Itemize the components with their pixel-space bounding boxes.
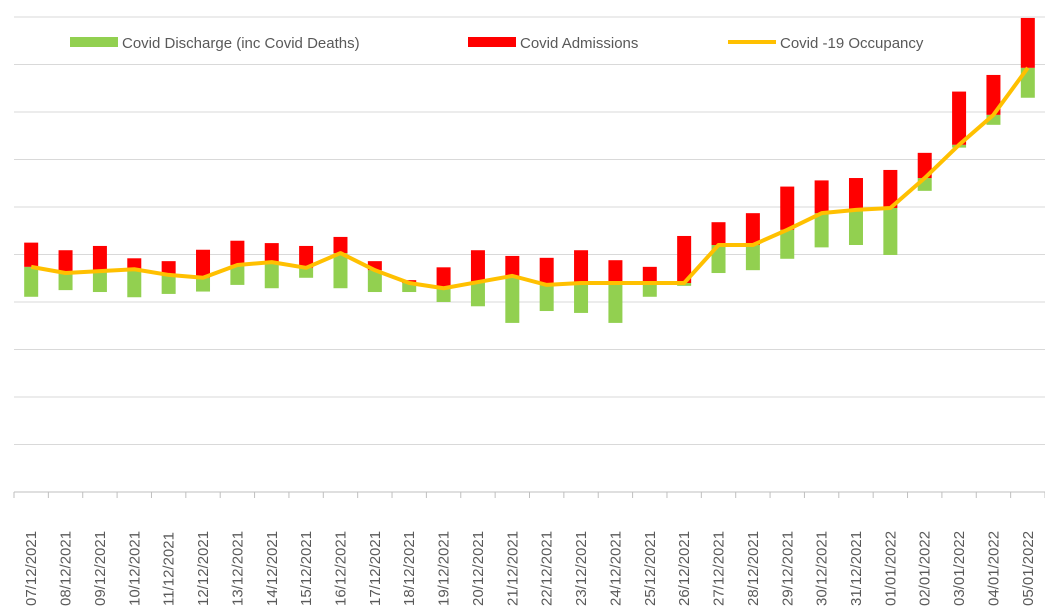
bar — [505, 275, 520, 323]
bar — [539, 257, 554, 285]
bar — [24, 266, 39, 297]
x-tick-label: 04/01/2022 — [985, 531, 1002, 606]
bar — [574, 283, 589, 313]
bar — [986, 74, 1001, 115]
x-tick-label: 27/12/2021 — [711, 531, 728, 606]
bar — [539, 284, 554, 312]
bar — [196, 277, 211, 292]
bar — [711, 222, 726, 245]
bar — [127, 269, 142, 298]
bar — [436, 267, 451, 289]
bar — [986, 114, 1001, 125]
x-tick-label: 31/12/2021 — [848, 531, 865, 606]
bar — [367, 261, 382, 271]
legend-label: Covid Discharge (inc Covid Deaths) — [122, 35, 360, 52]
bar — [745, 213, 760, 245]
legend-swatch — [70, 37, 118, 47]
bar — [161, 261, 176, 275]
x-tick-label: 28/12/2021 — [745, 531, 762, 606]
bar — [402, 283, 417, 293]
x-tick-label: 09/12/2021 — [92, 531, 109, 606]
x-tick-label: 16/12/2021 — [332, 531, 349, 606]
x-tick-label: 07/12/2021 — [23, 531, 40, 606]
bar — [230, 240, 245, 265]
x-tick-label: 23/12/2021 — [573, 531, 590, 606]
bar — [161, 274, 176, 294]
x-tick-label: 15/12/2021 — [298, 531, 315, 606]
bar — [1020, 17, 1035, 68]
legend-label: Covid -19 Occupancy — [780, 35, 924, 52]
bar — [677, 235, 692, 283]
bar — [952, 91, 967, 145]
bar — [745, 245, 760, 271]
bar — [333, 236, 348, 254]
x-tick-label: 24/12/2021 — [607, 531, 624, 606]
bar — [780, 186, 795, 230]
bar — [917, 152, 932, 179]
bar — [24, 242, 39, 267]
bar — [814, 213, 829, 248]
x-tick-label: 17/12/2021 — [367, 531, 384, 606]
bar — [711, 245, 726, 274]
x-tick-label: 22/12/2021 — [539, 531, 556, 606]
legend-swatch — [468, 37, 516, 47]
bar — [333, 253, 348, 289]
bar — [642, 266, 657, 283]
x-tick-label: 12/12/2021 — [195, 531, 212, 606]
x-tick-label: 05/01/2022 — [1020, 531, 1037, 606]
bar — [92, 245, 107, 272]
legend-label: Covid Admissions — [520, 35, 638, 52]
bar — [196, 249, 211, 278]
x-tick-label: 02/01/2022 — [917, 531, 934, 606]
bar — [848, 209, 863, 245]
bar — [574, 250, 589, 283]
bar — [58, 250, 73, 274]
x-tick-label: 29/12/2021 — [779, 531, 796, 606]
bar — [58, 273, 73, 291]
x-tick-label: 11/12/2021 — [161, 532, 178, 606]
bar — [299, 245, 314, 268]
x-tick-label: 21/12/2021 — [504, 531, 521, 606]
bar — [264, 262, 279, 289]
bar — [883, 169, 898, 208]
x-tick-label: 30/12/2021 — [814, 531, 831, 606]
x-tick-label: 10/12/2021 — [126, 531, 143, 606]
bar — [436, 288, 451, 302]
bar — [127, 258, 142, 270]
bar — [470, 282, 485, 307]
x-tick-label: 19/12/2021 — [436, 531, 453, 606]
bar — [367, 270, 382, 293]
x-tick-label: 18/12/2021 — [401, 531, 418, 606]
bar — [299, 267, 314, 278]
bar — [642, 283, 657, 297]
bar — [848, 178, 863, 210]
bar — [608, 260, 623, 283]
x-tick-label: 08/12/2021 — [58, 531, 75, 606]
x-tick-label: 25/12/2021 — [642, 531, 659, 606]
bar — [230, 264, 245, 285]
x-tick-label: 01/01/2022 — [882, 531, 899, 606]
line — [30, 66, 1030, 291]
x-tick-label: 13/12/2021 — [229, 531, 246, 606]
x-tick-label: 20/12/2021 — [470, 531, 487, 606]
bar — [780, 229, 795, 259]
bar — [883, 207, 898, 255]
bar — [264, 243, 279, 263]
bar — [470, 250, 485, 283]
x-tick-label: 03/01/2022 — [951, 531, 968, 606]
bar — [814, 180, 829, 214]
bar — [92, 271, 107, 293]
bar — [505, 255, 520, 276]
x-tick-label: 14/12/2021 — [264, 531, 281, 606]
bar — [608, 283, 623, 323]
x-tick-label: 26/12/2021 — [676, 531, 693, 606]
